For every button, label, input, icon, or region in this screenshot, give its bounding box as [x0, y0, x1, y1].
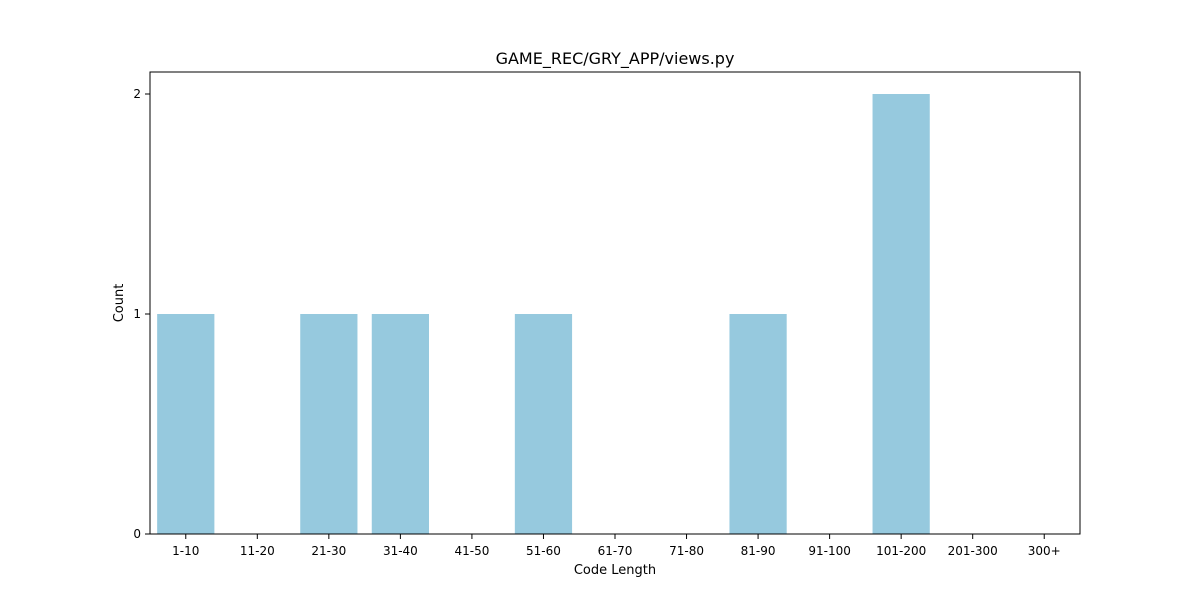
x-tick-label: 41-50	[454, 544, 489, 558]
y-tick-label: 1	[133, 307, 141, 321]
bar-51-60	[514, 314, 573, 534]
x-axis-label: Code Length	[574, 563, 656, 578]
x-tick-label: 61-70	[598, 544, 633, 558]
y-tick-label: 2	[133, 87, 141, 101]
y-axis-label: Count	[112, 284, 127, 323]
x-tick-label: 81-90	[741, 544, 776, 558]
x-tick-label: 1-10	[172, 544, 199, 558]
x-tick-label: 101-200	[876, 544, 926, 558]
plot-frame	[149, 71, 1081, 535]
x-axis-ticks: 1-10 11-20 21-30 31-40 41-50 51-60 61-70 71-80 8…	[172, 534, 1061, 558]
x-tick-label: 51-60	[526, 544, 561, 558]
bar-81-90	[729, 314, 787, 534]
chart-title: GAME_REC/GRY_APP/views.py	[496, 49, 735, 69]
bar-101-200	[872, 94, 930, 534]
y-axis-ticks: 0 1 2	[133, 87, 150, 541]
x-tick-label: 71-80	[669, 544, 704, 558]
y-tick-label: 0	[133, 527, 141, 541]
x-tick-label: 91-100	[808, 544, 851, 558]
x-tick-label: 201-300	[948, 544, 998, 558]
bar-1-10	[157, 314, 215, 534]
bar-31-40	[371, 314, 429, 534]
x-tick-label: 300+	[1028, 544, 1061, 558]
x-tick-label: 11-20	[240, 544, 275, 558]
bar-21-30	[300, 314, 358, 534]
x-tick-label: 31-40	[383, 544, 418, 558]
bars-layer	[157, 94, 930, 534]
x-tick-label: 21-30	[311, 544, 346, 558]
